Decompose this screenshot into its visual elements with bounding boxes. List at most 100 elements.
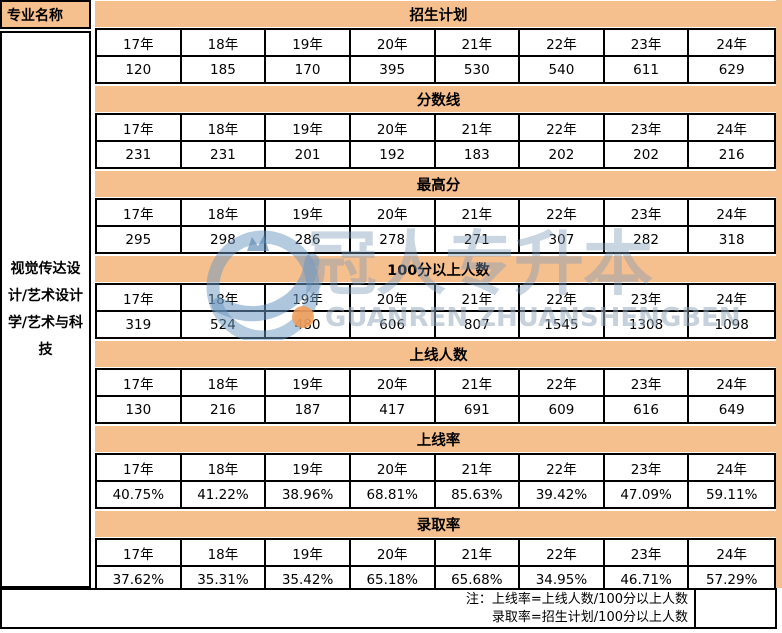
year-header-cell: 20年 [351, 200, 436, 225]
section-title-bar: 分数线 [95, 86, 782, 112]
value-cell: 807 [436, 312, 521, 337]
year-header-cell: 22年 [520, 115, 605, 140]
value-cell: 524 [182, 312, 267, 337]
section-table: 17年 18年 19年 20年 21年 22年 23年 24年 37.62% 35.31% 35.… [95, 538, 776, 594]
year-header-cell: 19年 [266, 540, 351, 565]
value-cell: 187 [266, 397, 351, 422]
value-cell: 395 [351, 57, 436, 82]
year-header-cell: 23年 [605, 285, 690, 310]
year-header-cell: 23年 [605, 200, 690, 225]
value-cell: 38.96% [266, 482, 351, 507]
year-header-cell: 24年 [716, 461, 748, 478]
value-cell: 530 [436, 57, 521, 82]
value-cell: 480 [266, 312, 351, 337]
year-header-row: 17年 18年 19年 20年 21年 22年 23年 24年 [97, 285, 774, 312]
value-cell: 231 [97, 142, 182, 167]
value-cell: 39.42% [520, 482, 605, 507]
metric-section: 上线率 17年 18年 19年 20年 21年 22年 23年 24年 40.75% 41.22… [95, 426, 782, 510]
year-header-cell: 21年 [436, 370, 521, 395]
year-header-row: 17年 18年 19年 20年 21年 22年 23年 24年 [97, 540, 774, 567]
year-header-cell: 19年 [266, 115, 351, 140]
year-header-cell: 23年 [605, 455, 690, 480]
value-cell: 611 [605, 57, 690, 82]
year-header-cell: 21年 [436, 30, 521, 55]
value-cell: 59.11% [705, 486, 758, 503]
value-row: 37.62% 35.31% 35.42% 65.18% 65.68% 34.95% 46.7… [97, 567, 774, 592]
value-cell: 201 [266, 142, 351, 167]
year-header-cell: 24年 [716, 36, 748, 53]
year-header-row: 17年 18年 19年 20年 21年 22年 23年 24年 [97, 30, 774, 57]
year-header-cell: 22年 [520, 455, 605, 480]
value-cell: 278 [351, 227, 436, 252]
year-header-cell: 24年 [716, 376, 748, 393]
value-row: 231 231 201 192 183 202 202 216 [97, 142, 774, 167]
value-cell: 57.29% [705, 571, 758, 588]
section-table: 17年 18年 19年 20年 21年 22年 23年 24年 120 185 170 395 530… [95, 28, 776, 84]
value-cell: 540 [520, 57, 605, 82]
value-cell: 37.62% [97, 567, 182, 592]
value-cell: 307 [520, 227, 605, 252]
value-cell: 216 [182, 397, 267, 422]
sections-container: 招生计划 17年 18年 19年 20年 21年 22年 23年 24年 120 185 170 3… [95, 0, 782, 595]
year-header-cell: 19年 [266, 30, 351, 55]
metric-section: 100分以上人数 17年 18年 19年 20年 21年 22年 23年 24年 319 524… [95, 256, 782, 340]
value-cell: 649 [718, 401, 745, 418]
value-cell: 85.63% [436, 482, 521, 507]
year-header-cell: 22年 [520, 370, 605, 395]
footnote-empty-cell [694, 588, 777, 629]
year-header-cell: 23年 [605, 370, 690, 395]
metric-section: 招生计划 17年 18年 19年 20年 21年 22年 23年 24年 120 185 170 3… [95, 1, 782, 85]
year-header-cell: 17年 [97, 200, 182, 225]
year-header-cell: 24年 [716, 121, 748, 138]
year-header-row: 17年 18年 19年 20年 21年 22年 23年 24年 [97, 200, 774, 227]
year-header-cell: 20年 [351, 540, 436, 565]
year-header-cell: 17年 [97, 540, 182, 565]
metric-section: 分数线 17年 18年 19年 20年 21年 22年 23年 24年 231 231 201 19… [95, 86, 782, 170]
year-header-cell: 20年 [351, 285, 436, 310]
year-header-cell: 19年 [266, 200, 351, 225]
footnote-line2: 录取率=招生计划/100分以上人数 [491, 609, 688, 625]
year-header-cell: 22年 [520, 200, 605, 225]
value-cell: 629 [718, 61, 745, 78]
year-header-cell: 21年 [436, 200, 521, 225]
value-cell: 616 [605, 397, 690, 422]
value-cell: 192 [351, 142, 436, 167]
section-table: 17年 18年 19年 20年 21年 22年 23年 24年 130 216 187 417 691… [95, 368, 776, 424]
metric-section: 录取率 17年 18年 19年 20年 21年 22年 23年 24年 37.62% 35.31… [95, 511, 782, 595]
value-cell: 120 [97, 57, 182, 82]
section-title-bar: 上线率 [95, 426, 782, 452]
section-title-bar: 录取率 [95, 511, 782, 537]
section-title-bar: 招生计划 [95, 1, 782, 27]
value-cell: 202 [605, 142, 690, 167]
year-header-cell: 24年 [716, 206, 748, 223]
value-cell: 231 [182, 142, 267, 167]
year-header-cell: 23年 [605, 115, 690, 140]
value-cell: 417 [351, 397, 436, 422]
value-cell: 1098 [714, 316, 749, 333]
year-header-row: 17年 18年 19年 20年 21年 22年 23年 24年 [97, 370, 774, 397]
year-header-cell: 22年 [520, 285, 605, 310]
year-header-cell: 18年 [182, 115, 267, 140]
value-cell: 216 [718, 146, 745, 163]
metric-section: 上线人数 17年 18年 19年 20年 21年 22年 23年 24年 130 216 187 4… [95, 341, 782, 425]
year-header-cell: 19年 [266, 370, 351, 395]
year-header-cell: 20年 [351, 370, 436, 395]
year-header-cell: 17年 [97, 370, 182, 395]
major-name-header: 专业名称 [0, 0, 91, 29]
value-cell: 286 [266, 227, 351, 252]
value-cell: 35.31% [182, 567, 267, 592]
value-cell: 65.68% [436, 567, 521, 592]
year-header-cell: 22年 [520, 30, 605, 55]
section-title-bar: 最高分 [95, 171, 782, 197]
section-title-bar: 100分以上人数 [95, 256, 782, 282]
value-cell: 298 [182, 227, 267, 252]
value-cell: 295 [97, 227, 182, 252]
value-cell: 34.95% [520, 567, 605, 592]
value-cell: 185 [182, 57, 267, 82]
year-header-cell: 21年 [436, 540, 521, 565]
value-cell: 1308 [605, 312, 690, 337]
year-header-cell: 22年 [520, 540, 605, 565]
value-row: 295 298 286 278 271 307 282 318 [97, 227, 774, 252]
value-cell: 46.71% [605, 567, 690, 592]
